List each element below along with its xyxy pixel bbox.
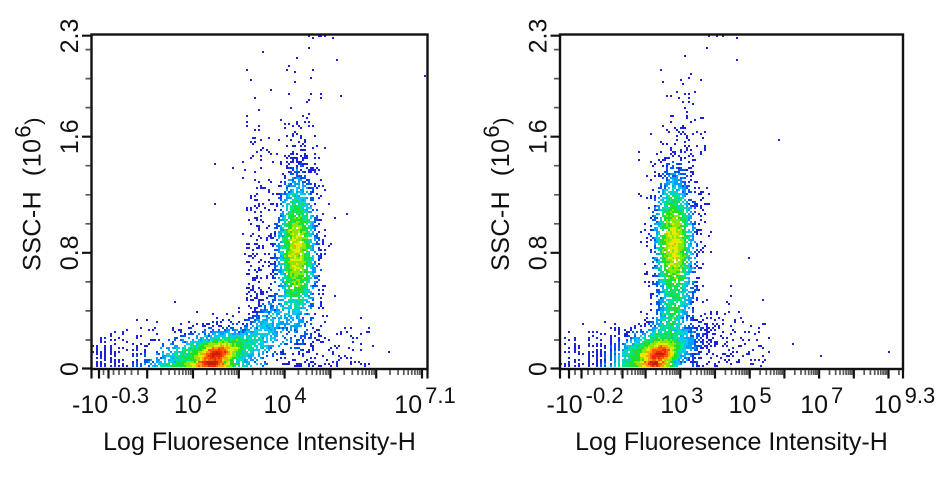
svg-text:1.6: 1.6 <box>525 119 553 154</box>
svg-text:0.8: 0.8 <box>525 235 553 270</box>
svg-text:Log Fluoresence Intensity-H: Log Fluoresence Intensity-H <box>575 428 888 456</box>
svg-text:0: 0 <box>56 362 84 376</box>
svg-text:0: 0 <box>525 362 553 376</box>
svg-text:2.3: 2.3 <box>56 19 84 54</box>
svg-text:0.8: 0.8 <box>56 235 84 270</box>
svg-text:1.6: 1.6 <box>56 119 84 154</box>
svg-text:2.3: 2.3 <box>525 19 553 54</box>
svg-text:Log Fluoresence Intensity-H: Log Fluoresence Intensity-H <box>103 428 416 456</box>
